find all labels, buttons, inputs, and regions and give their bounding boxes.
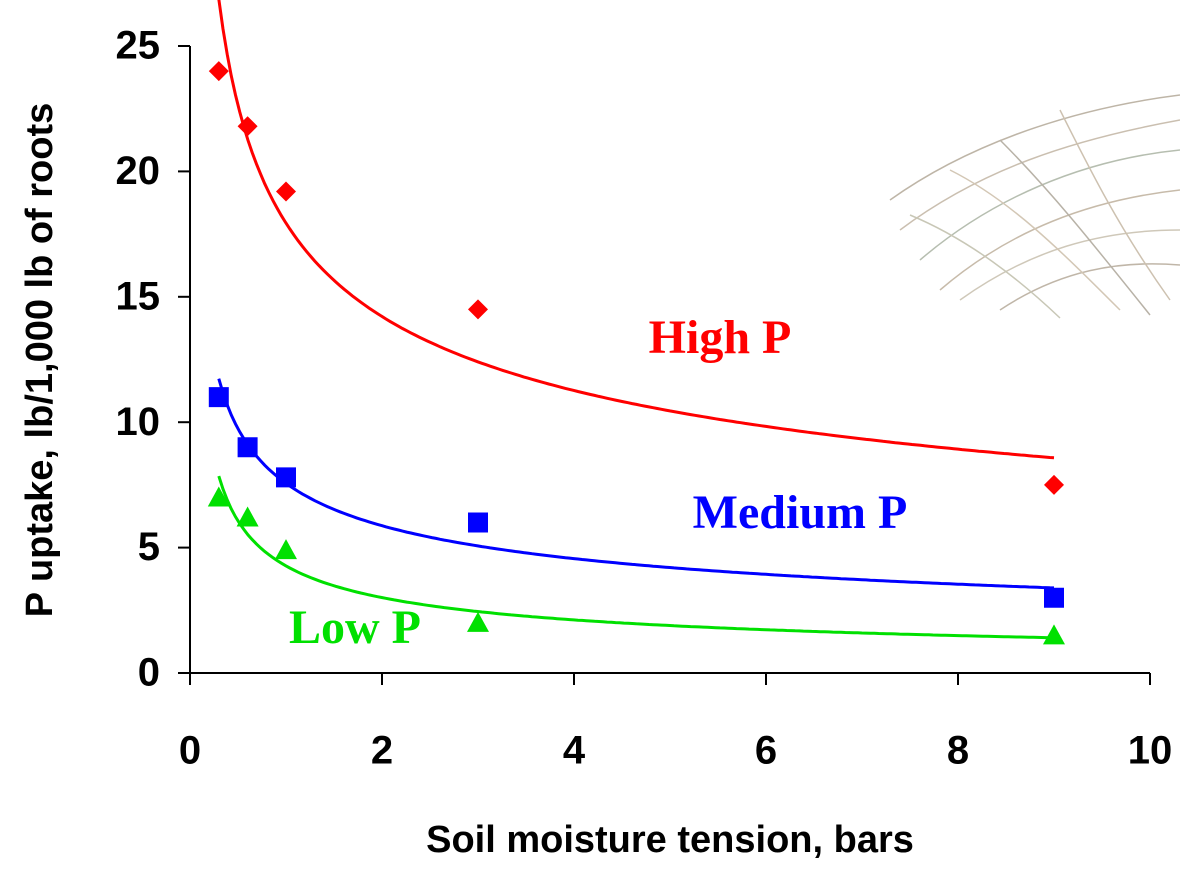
series-label: Medium P — [693, 486, 908, 539]
point — [208, 387, 229, 408]
y-tick-label: 15 — [116, 274, 161, 318]
series-label: Low P — [289, 601, 421, 654]
x-tick-label: 4 — [563, 729, 586, 773]
roots-illustration — [889, 94, 1180, 319]
trendline — [217, 0, 1055, 460]
y-tick-label: 20 — [116, 149, 161, 193]
y-tick-label: 5 — [138, 525, 160, 569]
point — [1043, 624, 1065, 645]
trendline — [217, 378, 1055, 590]
point — [1044, 587, 1064, 608]
y-tick-label: 10 — [116, 400, 161, 444]
point — [1044, 474, 1064, 495]
y-tick-label: 0 — [138, 651, 160, 695]
point — [467, 611, 489, 632]
point — [276, 181, 296, 202]
point — [207, 486, 230, 507]
x-tick-label: 2 — [371, 729, 393, 773]
x-tick-label: 0 — [179, 729, 201, 773]
x-axis-title: Soil moisture tension, bars — [426, 819, 914, 861]
point — [237, 116, 258, 137]
point — [468, 299, 488, 320]
x-tick-label: 10 — [1128, 729, 1173, 773]
y-axis-title: P uptake, lb/1,000 lb of roots — [19, 103, 61, 618]
y-tick-label: 25 — [116, 24, 161, 68]
trendline — [217, 475, 1055, 640]
x-tick-label: 6 — [755, 729, 777, 773]
point — [276, 467, 296, 488]
point — [208, 61, 229, 82]
point — [468, 512, 488, 533]
x-tick-label: 8 — [947, 729, 969, 773]
point — [236, 506, 259, 527]
series-label: High P — [649, 311, 792, 364]
point — [237, 437, 258, 458]
point — [275, 539, 297, 560]
